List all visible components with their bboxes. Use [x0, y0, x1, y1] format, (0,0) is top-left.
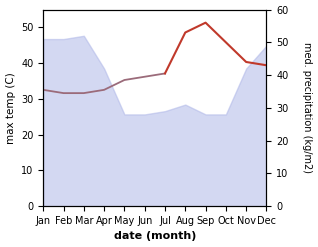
Y-axis label: med. precipitation (kg/m2): med. precipitation (kg/m2) [302, 42, 313, 173]
Y-axis label: max temp (C): max temp (C) [5, 72, 16, 144]
X-axis label: date (month): date (month) [114, 231, 196, 242]
